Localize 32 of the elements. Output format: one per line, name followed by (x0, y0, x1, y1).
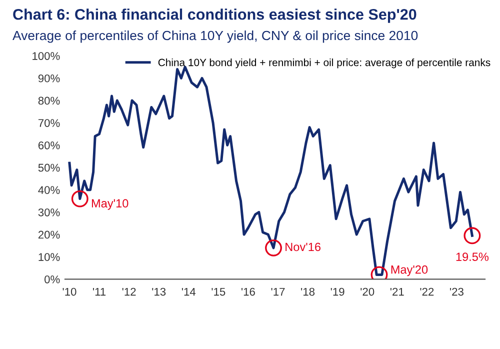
x-tick-label: '12 (122, 288, 136, 296)
x-tick-label: '22 (420, 288, 434, 296)
x-tick-label: '19 (330, 288, 344, 296)
y-tick-label: 20% (38, 230, 60, 239)
annotation: May'20 (391, 265, 428, 276)
x-tick-label: '16 (242, 288, 255, 296)
y-tick-label: 100% (32, 52, 60, 60)
annotation: May'10 (92, 199, 128, 210)
x-tick-label: '15 (212, 288, 226, 296)
legend-label: China 10Y bond yield + renmimbi + oil price: average of percentile ranks (158, 58, 490, 68)
x-tick-label: '23 (450, 288, 464, 296)
chart-subtitle: Average of percentiles of China 10Y yield, CNY & oil price since 2010 (12, 30, 418, 43)
x-tick-label: '10 (62, 288, 76, 296)
x-tick-label: '17 (271, 288, 285, 296)
annotation: Nov'16 (286, 242, 320, 252)
y-tick-label: 30% (38, 208, 60, 216)
y-tick-label: 80% (38, 96, 60, 105)
chart-title: Chart 6: China financial conditions easiest since Sep'20 (13, 8, 416, 23)
x-tick-label: '11 (92, 288, 106, 296)
y-tick-label: 60% (38, 141, 60, 150)
x-tick-label: '18 (301, 288, 315, 296)
x-tick-label: '21 (390, 288, 404, 296)
y-tick-label: 90% (38, 74, 60, 82)
y-tick-label: 70% (38, 119, 60, 127)
y-tick-label: 0% (44, 275, 60, 284)
x-tick-label: '13 (152, 288, 166, 296)
y-tick-label: 40% (38, 186, 60, 194)
y-tick-label: 50% (38, 164, 60, 172)
x-tick-label: '20 (360, 288, 374, 296)
x-tick-label: '14 (182, 288, 196, 296)
annotation: 19.5% (456, 252, 489, 261)
y-tick-label: 10% (38, 253, 60, 261)
